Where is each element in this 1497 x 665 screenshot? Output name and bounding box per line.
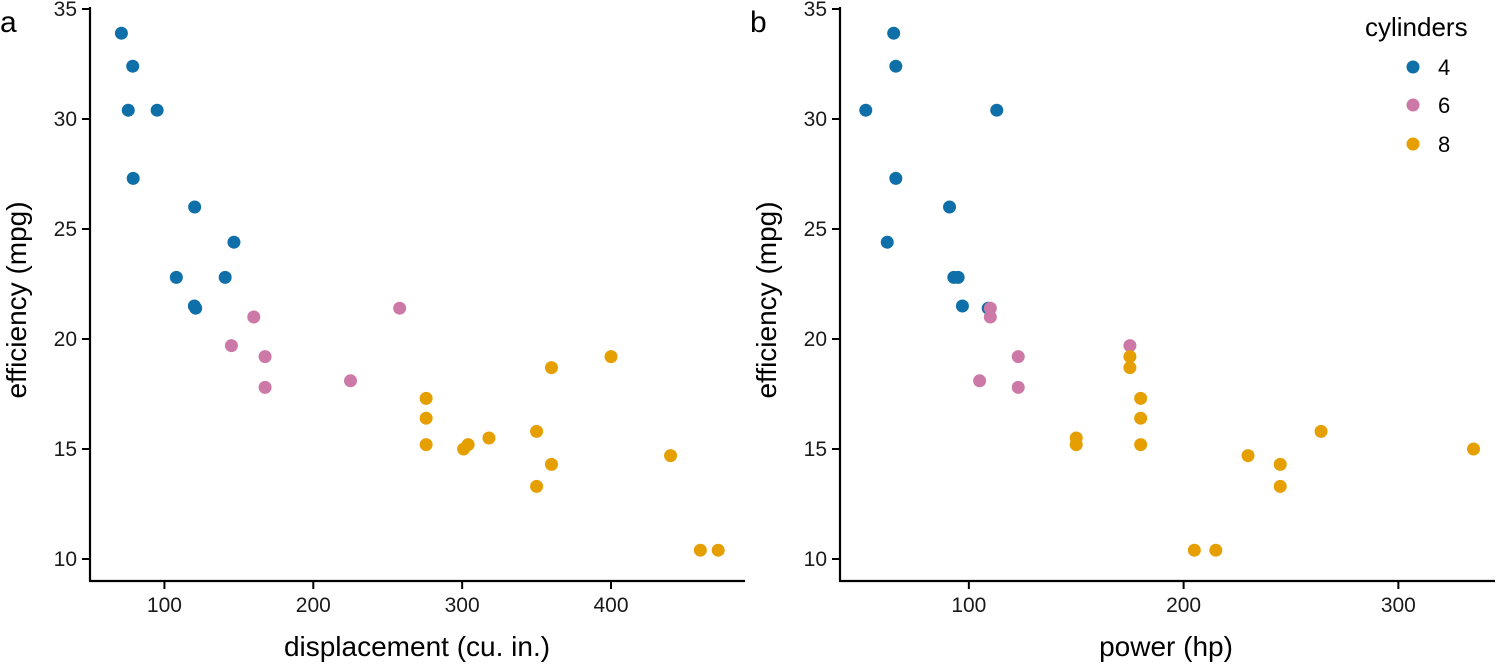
panel-a-point-cyl-8 <box>419 391 433 405</box>
panel-b-point-cyl-8 <box>1134 438 1148 452</box>
panel-a-point-cyl-8 <box>711 543 725 557</box>
panel-b-x-tick-label: 300 <box>1381 594 1416 617</box>
panel-a-point-cyl-6 <box>258 380 272 394</box>
panel-a-point-cyl-8 <box>457 442 471 456</box>
panel-a-point-cyl-6 <box>258 350 272 364</box>
legend-title: cylinders <box>1365 12 1468 42</box>
panel-a-point-cyl-6 <box>344 374 358 388</box>
panel-a-point-cyl-8 <box>482 431 496 445</box>
panel-b-point-cyl-4 <box>955 299 969 313</box>
legend-label-6: 6 <box>1438 93 1450 118</box>
legend-swatch-8 <box>1406 137 1420 151</box>
panel-b-point-cyl-8 <box>1134 391 1148 405</box>
panel-b-y-tick-label: 35 <box>804 0 827 21</box>
panel-b-y-axis-title: efficiency (mpg) <box>751 201 782 398</box>
panel-b-point-cyl-4 <box>859 103 873 117</box>
legend-entry-4: 4 <box>1406 55 1450 80</box>
panel-a-point-cyl-8 <box>530 424 544 438</box>
panel-a-label: a <box>0 6 17 39</box>
legend-swatch-6 <box>1406 98 1420 112</box>
panel-a-point-cyl-8 <box>604 350 618 364</box>
panel-a-y-tick-label: 25 <box>54 218 77 241</box>
panel-b-points <box>859 26 1481 557</box>
panel-b-axes: 10 15 20 25 30 35 100 200 300 <box>804 0 1495 617</box>
legend-entry-8: 8 <box>1406 132 1450 157</box>
panel-a-y-tick-label: 10 <box>54 548 77 571</box>
panel-b-point-cyl-8 <box>1123 361 1137 375</box>
panel-a-x-axis-title: displacement (cu. in.) <box>284 631 550 662</box>
panel-a-point-cyl-4 <box>150 103 164 117</box>
panel-b-x-tick-label: 100 <box>951 594 986 617</box>
legend-swatch-4 <box>1406 60 1420 74</box>
panel-b-point-cyl-6 <box>1011 350 1025 364</box>
panel-b-point-cyl-8 <box>1467 442 1481 456</box>
panel-b-point-cyl-8 <box>1273 479 1287 493</box>
panel-a-y-tick-label: 15 <box>54 438 77 461</box>
panel-b-point-cyl-8 <box>1209 543 1223 557</box>
panel-b-y-tick-label: 25 <box>804 218 827 241</box>
panel-b-y-tick-label: 30 <box>804 108 827 131</box>
panel-b-y-tick-label: 20 <box>804 328 827 351</box>
panel-b-x-axis-title: power (hp) <box>1099 631 1233 662</box>
panel-a-point-cyl-8 <box>544 457 558 471</box>
panel-a-y-tick-label: 30 <box>54 108 77 131</box>
legend-entry-6: 6 <box>1406 93 1450 118</box>
panel-b-point-cyl-4 <box>887 26 901 40</box>
panel-a-point-cyl-4 <box>121 103 135 117</box>
panel-a-point-cyl-8 <box>693 543 707 557</box>
panel-a-axes: 10 15 20 25 30 35 100 200 300 400 <box>54 0 745 617</box>
panel-a-y-tick-label: 35 <box>54 0 77 21</box>
panel-a-point-cyl-4 <box>169 270 183 284</box>
panel-a-point-cyl-4 <box>227 235 241 249</box>
panel-b-y-tick-label: 15 <box>804 438 827 461</box>
legend-label-4: 4 <box>1438 55 1450 80</box>
panel-a-point-cyl-6 <box>247 310 261 324</box>
panel-b-point-cyl-6 <box>1011 380 1025 394</box>
panel-a-x-tick-label: 200 <box>296 594 331 617</box>
panel-a-x-tick-label: 400 <box>593 594 628 617</box>
panel-b-point-cyl-4 <box>951 270 965 284</box>
panel-a-point-cyl-4 <box>218 270 232 284</box>
panel-a-point-cyl-6 <box>393 301 407 315</box>
panel-b-point-cyl-6 <box>1123 339 1137 353</box>
panel-a-point-cyl-4 <box>126 171 140 185</box>
panel-a-point-cyl-4 <box>188 200 202 214</box>
panel-a-x-tick-label: 100 <box>147 594 182 617</box>
panel-b: b efficiency (mpg) power (hp) 10 15 20 25 30… <box>750 0 1495 662</box>
panel-a-y-axis-title: efficiency (mpg) <box>1 201 32 398</box>
legend: cylinders 4 6 8 <box>1365 12 1468 157</box>
panel-a-point-cyl-8 <box>530 479 544 493</box>
panel-a: a efficiency (mpg) displacement (cu. in.… <box>0 0 745 662</box>
panel-b-point-cyl-8 <box>1241 449 1255 463</box>
panel-b-point-cyl-8 <box>1187 543 1201 557</box>
panel-b-point-cyl-8 <box>1123 350 1137 364</box>
panel-b-point-cyl-8 <box>1273 457 1287 471</box>
panel-a-point-cyl-6 <box>224 339 238 353</box>
panel-b-point-cyl-8 <box>1134 411 1148 425</box>
panel-b-label: b <box>750 6 767 39</box>
panel-b-x-tick-label: 200 <box>1166 594 1201 617</box>
panel-a-y-tick-label: 20 <box>54 328 77 351</box>
panel-a-points <box>114 26 725 557</box>
panel-a-point-cyl-4 <box>114 26 128 40</box>
panel-b-point-cyl-4 <box>889 171 903 185</box>
panel-a-point-cyl-8 <box>544 361 558 375</box>
panel-b-point-cyl-8 <box>1069 438 1083 452</box>
panel-b-point-cyl-4 <box>880 235 894 249</box>
panel-b-point-cyl-4 <box>943 200 957 214</box>
panel-b-point-cyl-4 <box>990 103 1004 117</box>
panel-b-point-cyl-8 <box>1314 424 1328 438</box>
panel-a-point-cyl-8 <box>419 438 433 452</box>
panel-a-point-cyl-8 <box>419 411 433 425</box>
panel-b-point-cyl-4 <box>889 59 903 73</box>
panel-a-point-cyl-8 <box>664 449 678 463</box>
panel-a-point-cyl-4 <box>126 59 140 73</box>
panel-a-x-tick-label: 300 <box>445 594 480 617</box>
panel-b-y-tick-label: 10 <box>804 548 827 571</box>
panel-b-point-cyl-6 <box>973 374 987 388</box>
legend-label-8: 8 <box>1438 132 1450 157</box>
panel-a-point-cyl-4 <box>189 301 203 315</box>
panel-b-point-cyl-6 <box>983 310 997 324</box>
